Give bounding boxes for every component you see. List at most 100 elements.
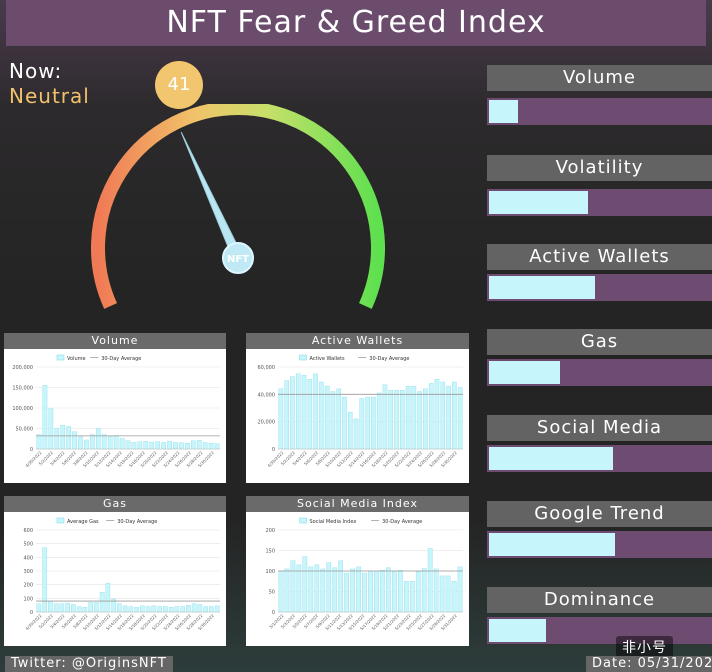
y-tick-label: 200,000 [12, 365, 33, 371]
chart-bar [405, 385, 411, 450]
chart-bar [157, 606, 162, 613]
watermark: 非小号 [616, 636, 673, 658]
y-tick-label: 600 [23, 528, 33, 534]
chart-bar [155, 441, 161, 450]
legend-label: Volume [67, 356, 86, 362]
chart-bar [295, 373, 301, 450]
legend-swatch [299, 354, 307, 361]
chart-bar [452, 381, 457, 450]
chart-bar [400, 390, 405, 450]
chart-bar [439, 575, 445, 613]
chart-bar [180, 606, 185, 613]
chart-bar [284, 568, 290, 613]
chart-bar [347, 411, 353, 450]
chart-bar [76, 606, 82, 613]
indicator-track [487, 617, 712, 644]
indicator-track [487, 445, 712, 472]
chart-bar [278, 388, 284, 450]
chart-bar [191, 603, 197, 613]
chart-bar [90, 434, 95, 450]
chart-bar [149, 441, 155, 450]
chart-bar [145, 606, 151, 613]
fear-greed-gauge: NFT [91, 104, 385, 309]
indicator-label: Active Wallets [487, 244, 712, 270]
chart-bar [433, 568, 439, 613]
legend-label: 30-Day Average [382, 519, 422, 525]
chart-bar [403, 581, 409, 613]
chart-bar [168, 607, 174, 613]
y-tick-label: 0 [30, 610, 33, 616]
chart-bar [122, 605, 128, 613]
chart-bar [376, 392, 382, 450]
chart-bar [203, 606, 208, 613]
social-media-chart-title: Social Media Index [246, 496, 469, 512]
chart-bar [125, 440, 131, 450]
indicator-label: Google Trend [487, 501, 712, 527]
y-tick-label: 100 [265, 569, 275, 575]
chart-bar [397, 569, 403, 613]
chart-bar [417, 391, 422, 450]
chart-bar [82, 607, 88, 613]
chart-bar [84, 439, 89, 450]
legend-swatch [299, 517, 307, 524]
indicator-fill [489, 276, 596, 299]
active-wallets-chart: Active Wallets 30-Day Average 0 20,000 40,00… [246, 349, 469, 483]
y-tick-label: 40,000 [258, 392, 276, 398]
social-media-chart: Social Media Index 30-Day Average 0 50 100 15… [246, 512, 469, 646]
chart-bar [284, 380, 289, 450]
chart-bar [380, 569, 385, 613]
indicator-label: Volatility [487, 155, 712, 181]
chart-bar [99, 591, 105, 613]
legend-label: 30-Day Average [101, 356, 141, 362]
chart-bar [105, 583, 111, 613]
chart-bar [173, 442, 178, 450]
chart-bar [290, 376, 295, 450]
chart-bar [445, 575, 451, 613]
chart-bar [307, 379, 313, 450]
chart-bar [394, 390, 399, 450]
gas-chart: Average Gas 30-Day Average 0 100 200 300 400 50… [4, 512, 226, 646]
chart-bar [48, 408, 54, 450]
chart-bar [427, 548, 433, 613]
chart-bar [119, 438, 125, 450]
chart-bar [374, 570, 379, 613]
chart-bar [107, 436, 113, 450]
chart-bar [117, 603, 122, 613]
chart-bar [313, 373, 318, 450]
chart-bar [113, 435, 119, 450]
indicator-track [487, 274, 712, 301]
now-label: Now: [9, 59, 63, 83]
indicator-track [487, 98, 712, 125]
indicator-label: Dominance [487, 587, 712, 613]
chart-bar [128, 606, 134, 613]
chart-bar [196, 440, 202, 450]
chart-bar [72, 431, 77, 450]
chart-bar [214, 443, 220, 450]
gas-chart-title: Gas [4, 496, 226, 512]
page-title: NFT Fear & Greed Index [6, 0, 706, 46]
chart-bar [53, 603, 59, 613]
y-tick-label: 0 [272, 610, 275, 616]
chart-bar [161, 442, 166, 450]
chart-bar [365, 396, 370, 450]
chart-bar [65, 602, 70, 613]
chart-bar [362, 572, 367, 613]
indicator-fill [489, 619, 547, 642]
y-tick-label: 150 [265, 549, 275, 555]
chart-bar [88, 602, 93, 613]
chart-bar [151, 605, 157, 613]
y-tick-label: 60,000 [258, 365, 276, 371]
chart-bar [42, 547, 47, 613]
y-tick-label: 50,000 [16, 427, 34, 433]
twitter-handle[interactable]: Twitter: @OriginsNFT [5, 656, 173, 672]
gauge-hub [222, 242, 254, 274]
legend-label: Average Gas [67, 519, 99, 525]
chart-bar [174, 606, 180, 613]
y-tick-label: 20,000 [258, 420, 276, 426]
chart-bar [214, 605, 220, 613]
chart-bar [278, 570, 284, 613]
chart-bar [54, 428, 60, 450]
chart-bar [140, 605, 145, 613]
chart-bar [332, 567, 338, 613]
chart-bar [338, 560, 344, 613]
